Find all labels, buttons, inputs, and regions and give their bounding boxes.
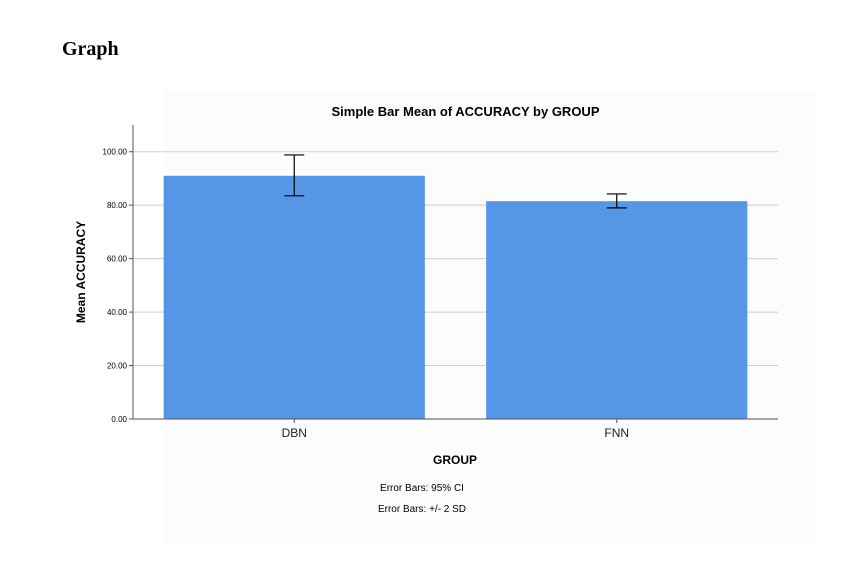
chart-footnote: Error Bars: +/- 2 SD — [378, 504, 466, 515]
x-tick-label: DBN — [282, 426, 307, 440]
y-tick-label: 60.00 — [107, 255, 128, 264]
page-heading: Graph — [62, 38, 119, 60]
error-bars — [284, 154, 627, 209]
y-axis-label: Mean ACCURACY — [74, 221, 88, 323]
axes — [129, 125, 778, 423]
x-axis-label: GROUP — [433, 453, 477, 467]
y-tick-label: 20.00 — [107, 362, 128, 371]
y-tick-label: 0.00 — [111, 415, 127, 424]
bar-dbn — [163, 175, 425, 419]
y-tick-label: 100.00 — [103, 148, 128, 157]
bar-fnn — [486, 201, 748, 419]
chart-labels: Simple Bar Mean of ACCURACY by GROUP 0.00… — [74, 104, 629, 515]
x-tick-label: FNN — [604, 426, 629, 440]
y-tick-label: 80.00 — [107, 201, 128, 210]
bars — [163, 175, 748, 419]
chart-title: Simple Bar Mean of ACCURACY by GROUP — [332, 104, 600, 119]
y-tick-label: 40.00 — [107, 308, 128, 317]
chart-footnote: Error Bars: 95% CI — [380, 483, 464, 494]
